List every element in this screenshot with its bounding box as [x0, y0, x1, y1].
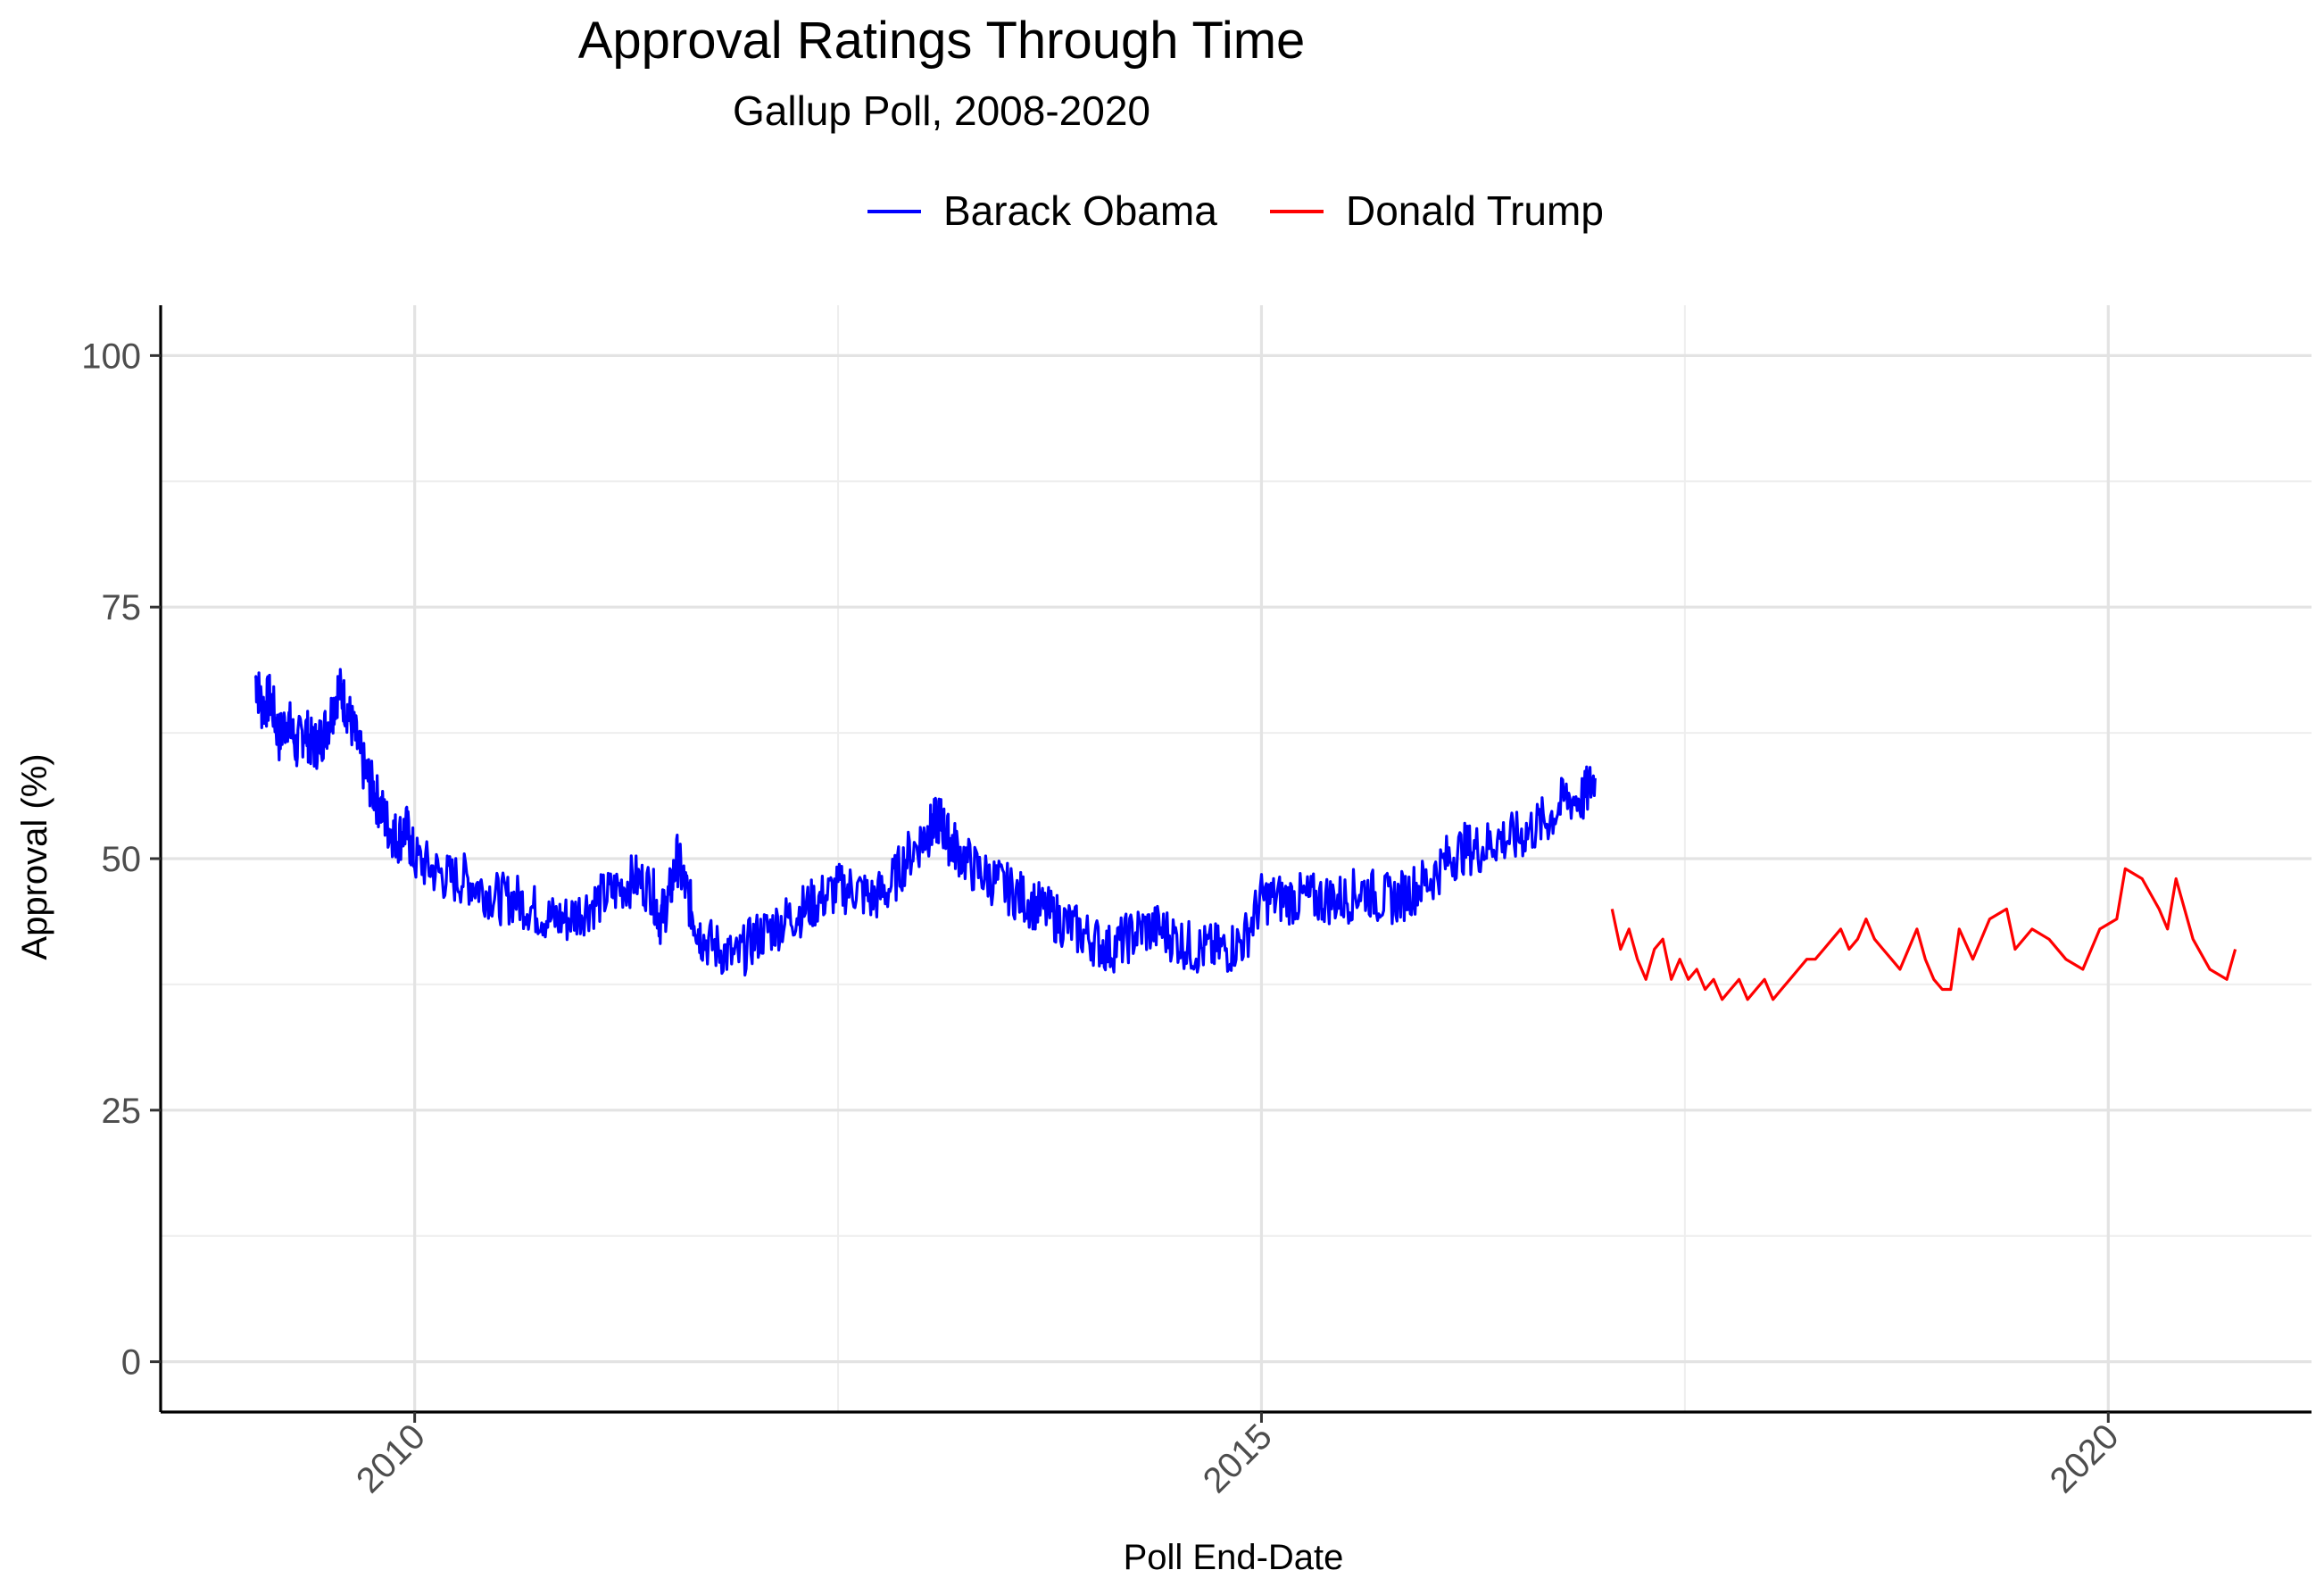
x-axis-title: Poll End-Date	[1124, 1538, 1344, 1577]
chart-title: Approval Ratings Through Time	[578, 12, 1306, 70]
x-tick-label: 2020	[2043, 1416, 2127, 1500]
y-tick-label: 100	[81, 336, 141, 376]
legend: Barack Obama Donald Trump	[867, 187, 1604, 234]
y-axis-title: Approval (%)	[15, 753, 54, 959]
y-tick-label: 0	[121, 1343, 141, 1383]
chart-subtitle: Gallup Poll, 2008-2020	[733, 87, 1150, 134]
series-line-donald-trump	[1610, 867, 2237, 1001]
x-tick-label: 2010	[349, 1416, 433, 1500]
series-lines	[253, 668, 2237, 1001]
series-line-barack-obama	[253, 668, 1597, 977]
y-tick-label: 50	[102, 840, 142, 879]
grid	[161, 305, 2312, 1412]
y-tick-label: 25	[102, 1092, 142, 1131]
legend-label-barack-obama: Barack Obama	[943, 187, 1217, 234]
x-tick-label: 2015	[1196, 1416, 1280, 1500]
tick-labels: 0 25 50 75 100 2010 2015 2020	[81, 336, 2126, 1500]
y-tick-label: 75	[102, 588, 142, 627]
legend-label-donald-trump: Donald Trump	[1346, 187, 1604, 234]
